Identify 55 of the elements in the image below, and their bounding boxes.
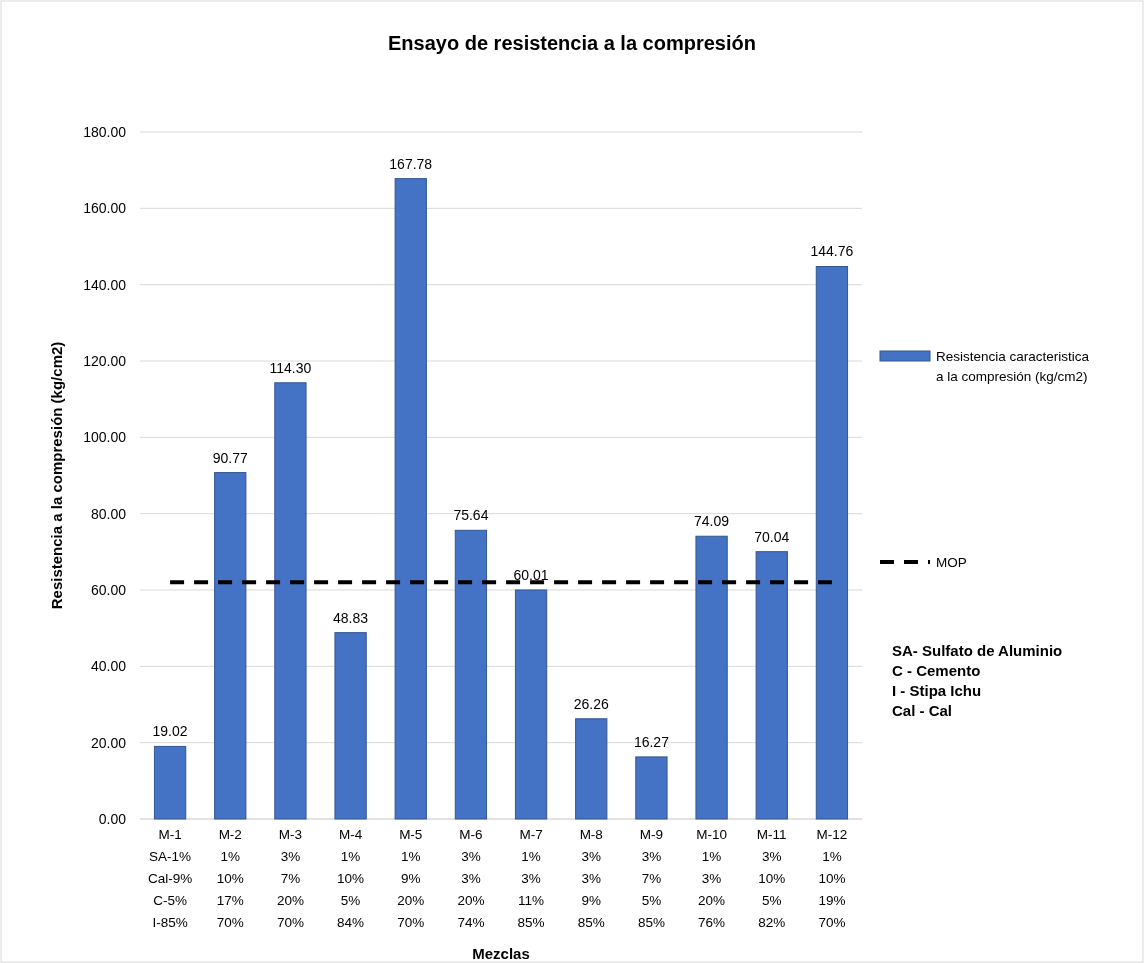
data-label: 75.64: [453, 507, 489, 524]
data-label: 74.09: [694, 513, 730, 530]
x-tick-label: M-7 1% 3% 11% 85%: [517, 827, 545, 930]
legend-label: Resistencia caracteristica a la compresión (kg/cm2): [936, 349, 1090, 384]
y-tick-label: 0.00: [98, 810, 127, 827]
y-tick-label: 80.00: [90, 505, 127, 522]
x-tick-label: M-8 3% 3% 9% 85%: [577, 827, 605, 930]
data-label: 48.83: [333, 609, 369, 626]
y-tick-label: 180.00: [83, 123, 127, 140]
bar: [575, 718, 608, 820]
y-tick-label: 160.00: [83, 200, 127, 217]
data-label: 90.77: [212, 449, 248, 466]
legend-label: MOP: [936, 555, 967, 570]
bar: [695, 535, 728, 820]
x-tick-label: M-4 1% 10% 5% 84%: [337, 827, 365, 930]
data-label: 26.26: [573, 695, 609, 712]
text: Cal - Cal: [892, 702, 953, 719]
data-label: 19.02: [152, 723, 188, 740]
data-label: 167.78: [389, 155, 433, 172]
bar: [755, 551, 788, 820]
y-tick-label: 40.00: [90, 658, 127, 675]
y-tick-label: 120.00: [83, 352, 127, 369]
data-label: 70.04: [754, 528, 790, 545]
x-tick-label: M-1 SA-1% Cal-9% C-5% I-85%: [147, 827, 193, 930]
text: C - Cemento: [892, 662, 981, 679]
bar: [815, 266, 849, 820]
x-tick-label: M-6 3% 3% 20% 74%: [457, 827, 485, 930]
bar: [334, 632, 367, 820]
data-label: 144.76: [810, 243, 854, 260]
text: SA- Sulfato de Aluminio: [892, 642, 1063, 659]
data-label: 114.30: [269, 359, 312, 376]
bar: [214, 472, 247, 820]
x-tick-label: M-2 1% 10% 17% 70%: [216, 827, 244, 930]
data-label: 16.27: [633, 733, 670, 750]
text: I - Stipa Ichu: [892, 682, 982, 699]
x-tick-label: M-12 1% 10% 19% 70%: [816, 827, 848, 930]
x-tick-label: M-5 1% 9% 20% 70%: [397, 827, 425, 930]
y-tick-label: 20.00: [90, 734, 127, 751]
bar: [635, 756, 668, 820]
bar: [394, 178, 427, 820]
y-axis-title: Resistencia a la compresión (kg/cm2): [48, 341, 65, 610]
bar: [514, 589, 548, 820]
x-axis-title: Mezclas: [472, 945, 530, 962]
data-label: 60.01: [513, 566, 549, 583]
chart-title: Ensayo de resistencia a la compresión: [388, 32, 756, 54]
x-tick-label: M-11 3% 10% 5% 82%: [756, 827, 787, 930]
x-tick-label: M-3 3% 7% 20% 70%: [276, 827, 304, 930]
y-tick-label: 140.00: [83, 276, 127, 293]
x-tick-label: M-9 3% 7% 5% 85%: [637, 827, 665, 930]
bar: [274, 382, 307, 820]
x-tick-label: M-10 1% 3% 20% 76%: [696, 827, 727, 930]
y-tick-label: 60.00: [90, 581, 127, 598]
bar: [454, 529, 488, 820]
y-tick-label: 100.00: [83, 429, 127, 446]
bar: [153, 745, 187, 820]
